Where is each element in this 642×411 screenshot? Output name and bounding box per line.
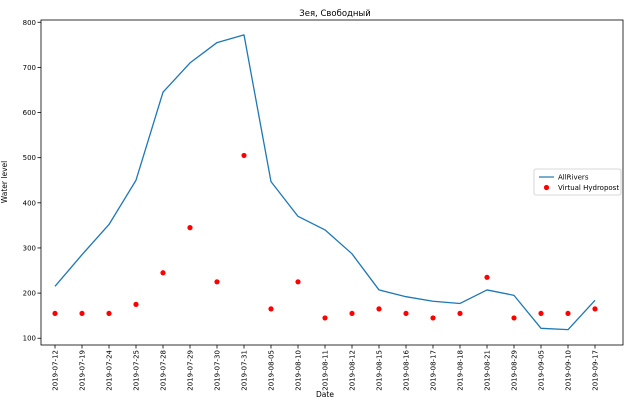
x-tick-label: 2019-09-05 xyxy=(538,350,546,391)
x-tick-label: 2019-08-15 xyxy=(376,350,384,391)
data-point-virtual-hydropost xyxy=(349,310,355,317)
x-axis-title: Date xyxy=(316,390,334,399)
x-tick-label: 2019-07-29 xyxy=(187,350,195,391)
x-tick-label: 2019-07-30 xyxy=(214,350,222,391)
x-tick-label: 2019-07-31 xyxy=(241,350,249,391)
y-tick-label: 400 xyxy=(23,199,36,207)
data-point-virtual-hydropost xyxy=(160,270,166,276)
data-point-virtual-hydropost xyxy=(133,301,139,307)
x-tick-label: 2019-08-21 xyxy=(484,350,492,391)
y-axis: 100 200 300 400 500 600 700 800 xyxy=(23,19,41,343)
legend: AllRivers Virtual Hydropost xyxy=(533,168,622,196)
x-tick-label: 2019-07-28 xyxy=(160,350,168,391)
legend-point-swatch xyxy=(543,184,550,191)
x-tick-label: 2019-08-12 xyxy=(349,350,357,391)
x-tick-label: 2019-09-10 xyxy=(565,350,573,391)
x-tick-label: 2019-07-25 xyxy=(133,350,141,391)
plot-frame xyxy=(40,19,624,346)
y-tick-label: 800 xyxy=(23,19,36,27)
data-point-virtual-hydropost xyxy=(484,274,490,280)
data-point-virtual-hydropost xyxy=(79,310,85,317)
y-axis-title: Water level xyxy=(0,161,9,203)
x-tick-label: 2019-07-24 xyxy=(106,349,114,390)
x-tick-label: 2019-08-05 xyxy=(268,350,276,391)
y-tick-label: 600 xyxy=(23,109,36,117)
data-point-virtual-hydropost xyxy=(403,310,409,317)
series-line-allrivers xyxy=(54,34,596,331)
data-point-virtual-hydropost xyxy=(511,315,517,321)
data-point-virtual-hydropost xyxy=(268,306,274,312)
data-point-virtual-hydropost xyxy=(565,310,571,317)
data-point-virtual-hydropost xyxy=(592,306,598,312)
legend-entry-virtual-hydropost: Virtual Hydropost xyxy=(558,184,619,192)
y-tick-label: 200 xyxy=(23,290,36,298)
x-tick-label: 2019-07-19 xyxy=(79,350,87,391)
data-point-virtual-hydropost xyxy=(295,279,301,285)
data-point-virtual-hydropost xyxy=(376,306,382,312)
x-tick-label: 2019-08-29 xyxy=(511,350,519,391)
series-points-virtual-hydropost xyxy=(52,152,598,321)
x-tick-label: 2019-09-17 xyxy=(592,350,600,391)
legend-entry-allrivers: AllRivers xyxy=(558,174,589,182)
x-tick-label: 2019-08-18 xyxy=(457,350,465,391)
data-point-virtual-hydropost xyxy=(241,152,247,159)
chart-title: Зея, Свободный xyxy=(299,9,370,19)
y-tick-label: 100 xyxy=(23,335,36,343)
data-point-virtual-hydropost xyxy=(187,225,193,231)
y-tick-label: 500 xyxy=(23,154,36,162)
x-tick-label: 2019-08-16 xyxy=(403,349,411,390)
data-point-virtual-hydropost xyxy=(322,315,328,321)
data-point-virtual-hydropost xyxy=(457,310,463,317)
data-point-virtual-hydropost xyxy=(538,310,544,317)
y-tick-label: 300 xyxy=(23,244,36,252)
x-tick-label: 2019-07-12 xyxy=(52,350,60,391)
data-point-virtual-hydropost xyxy=(52,310,58,317)
y-tick-label: 700 xyxy=(23,64,36,72)
legend-box xyxy=(533,168,622,196)
data-point-virtual-hydropost xyxy=(106,310,112,317)
x-tick-label: 2019-08-11 xyxy=(322,350,330,391)
data-point-virtual-hydropost xyxy=(214,279,220,285)
data-point-virtual-hydropost xyxy=(430,315,436,321)
x-axis: 2019-07-12 2019-07-19 2019-07-24 2019-07-25… xyxy=(52,345,600,391)
x-tick-label: 2019-08-10 xyxy=(295,350,303,391)
series-line-allrivers-path xyxy=(54,34,596,331)
x-tick-label: 2019-08-17 xyxy=(430,350,438,391)
